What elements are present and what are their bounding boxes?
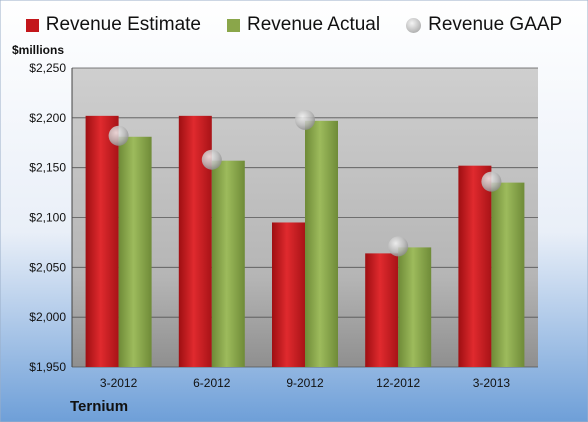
bar-estimate xyxy=(272,222,305,367)
legend-swatch-gaap xyxy=(406,17,422,33)
y-tick-label: $2,200 xyxy=(29,111,66,125)
y-unit-label: $millions xyxy=(12,43,65,57)
bar-estimate xyxy=(365,253,399,367)
legend-item-gaap: Revenue GAAP xyxy=(406,14,562,36)
x-tick-label: 12-2012 xyxy=(376,376,420,390)
bar-actual xyxy=(398,247,432,367)
legend-label-actual: Revenue Actual xyxy=(247,14,381,35)
legend-item-actual: Revenue Actual xyxy=(227,14,380,36)
gaap-point xyxy=(388,236,409,257)
bar-actual xyxy=(305,120,338,367)
bar-actual xyxy=(118,136,152,367)
y-tick-label: $2,100 xyxy=(29,211,66,225)
x-tick-label: 9-2012 xyxy=(286,376,324,390)
bar-estimate xyxy=(458,165,492,367)
bar-actual xyxy=(211,160,245,367)
legend-label-estimate: Revenue Estimate xyxy=(45,14,201,35)
legend-item-estimate: Revenue Estimate xyxy=(25,14,201,36)
y-tick-label: $1,950 xyxy=(29,360,66,374)
y-tick-label: $2,050 xyxy=(29,260,66,274)
legend-swatch-actual xyxy=(227,18,240,32)
bar-estimate xyxy=(85,115,119,367)
y-tick-label: $2,250 xyxy=(29,61,66,75)
x-tick-label: 3-2013 xyxy=(473,376,511,390)
y-tick-label: $2,150 xyxy=(29,161,66,175)
gaap-point xyxy=(201,149,222,170)
legend: Revenue Estimate Revenue Actual Revenue … xyxy=(0,14,588,36)
y-tick-label: $2,000 xyxy=(29,310,66,324)
gaap-point xyxy=(481,171,502,192)
x-tick-label: 6-2012 xyxy=(193,376,231,390)
bar-actual xyxy=(491,182,525,367)
gaap-point xyxy=(295,109,315,130)
x-tick-label: 3-2012 xyxy=(100,376,138,390)
legend-label-gaap: Revenue GAAP xyxy=(428,14,563,35)
legend-swatch-estimate xyxy=(25,18,39,32)
company-name: Ternium xyxy=(70,398,129,415)
gaap-point xyxy=(108,125,129,146)
